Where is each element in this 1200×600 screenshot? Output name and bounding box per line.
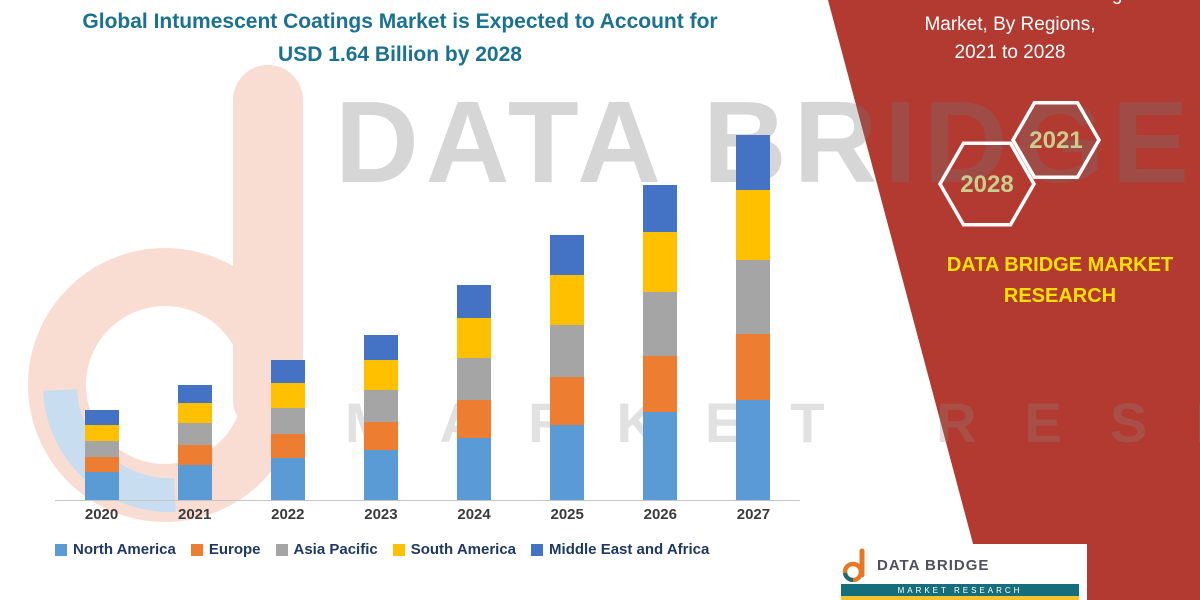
legend-swatch bbox=[190, 543, 203, 556]
bar-segment-north-america bbox=[363, 450, 398, 500]
bar-segment-middle-east-and-africa bbox=[84, 410, 119, 425]
panel-brand-line1: DATA BRIDGE MARKET bbox=[946, 254, 1174, 276]
hexagon-year-2021: 2021 bbox=[1029, 127, 1082, 154]
bar-segment-europe bbox=[550, 377, 585, 425]
bar-segment-europe bbox=[736, 334, 771, 400]
bar-segment-south-america bbox=[550, 275, 585, 325]
bar-segment-south-america bbox=[177, 403, 212, 423]
legend-swatch bbox=[392, 543, 405, 556]
legend-item-middle-east-and-africa: Middle East and Africa bbox=[531, 541, 709, 558]
bar-segment-europe bbox=[457, 400, 492, 438]
bar-2024 bbox=[457, 285, 492, 500]
footer-brand-sub: MARKET RESEARCH bbox=[841, 584, 1079, 600]
bar-segment-north-america bbox=[84, 472, 119, 500]
bar-segment-north-america bbox=[177, 465, 212, 500]
bar-segment-europe bbox=[363, 422, 398, 450]
panel-partial-line: Global Intumescent Coatings bbox=[850, 0, 1170, 6]
legend-label: Asia Pacific bbox=[293, 541, 378, 558]
chart-title: Global Intumescent Coatings Market is Ex… bbox=[70, 6, 730, 71]
bar-segment-middle-east-and-africa bbox=[550, 235, 585, 275]
bar-segment-asia-pacific bbox=[736, 260, 771, 334]
legend-item-europe: Europe bbox=[190, 541, 261, 558]
bar-segment-south-america bbox=[270, 383, 305, 408]
bar-segment-north-america bbox=[457, 438, 492, 500]
bar-segment-asia-pacific bbox=[270, 408, 305, 434]
footer-logo-block: DATA BRIDGE MARKET RESEARCH bbox=[833, 544, 1087, 600]
bar-segment-middle-east-and-africa bbox=[457, 285, 492, 318]
bar-segment-europe bbox=[84, 457, 119, 472]
bar-segment-middle-east-and-africa bbox=[177, 385, 212, 403]
bar-segment-asia-pacific bbox=[363, 390, 398, 422]
bar-segment-south-america bbox=[84, 425, 119, 441]
x-axis-label-2022: 2022 bbox=[271, 506, 305, 523]
bar-segment-middle-east-and-africa bbox=[270, 360, 305, 383]
bar-segment-north-america bbox=[270, 458, 305, 500]
bar-segment-asia-pacific bbox=[177, 423, 212, 445]
panel-subtitle-line1: Market, By Regions, bbox=[924, 14, 1096, 35]
legend-swatch bbox=[531, 543, 544, 556]
legend-swatch bbox=[55, 543, 67, 556]
bar-segment-south-america bbox=[457, 318, 492, 358]
bar-segment-north-america bbox=[643, 412, 678, 500]
legend-item-north-america: North America bbox=[55, 541, 176, 558]
bar-2023 bbox=[363, 335, 398, 500]
legend-label: North America bbox=[73, 541, 176, 558]
bar-segment-south-america bbox=[363, 360, 398, 390]
bar-chart bbox=[55, 95, 800, 501]
footer-brand-name: DATA BRIDGE bbox=[877, 556, 990, 574]
bar-segment-asia-pacific bbox=[84, 441, 119, 457]
panel-brand-line2: RESEARCH bbox=[1003, 285, 1117, 307]
chart-title-line2: USD 1.64 Billion by 2028 bbox=[278, 42, 522, 66]
bar-segment-south-america bbox=[736, 190, 771, 260]
chart-title-line1: Global Intumescent Coatings Market is Ex… bbox=[82, 10, 718, 33]
legend-label: Middle East and Africa bbox=[549, 541, 710, 558]
bar-2022 bbox=[270, 360, 305, 500]
bar-segment-europe bbox=[270, 434, 305, 458]
bar-2021 bbox=[177, 385, 212, 500]
bar-2026 bbox=[643, 185, 678, 500]
dbmr-logo-icon bbox=[842, 548, 865, 582]
x-axis-labels: 2020 2021 2022 2023 2024 2025 2026 2027 bbox=[55, 506, 800, 523]
bar-segment-europe bbox=[177, 445, 212, 465]
hexagon-year-2028: 2028 bbox=[960, 171, 1013, 198]
x-axis-label-2027: 2027 bbox=[736, 506, 771, 523]
x-axis-label-2023: 2023 bbox=[364, 506, 398, 523]
x-axis-label-2025: 2025 bbox=[550, 506, 584, 523]
x-axis-label-2024: 2024 bbox=[457, 506, 491, 523]
bar-segment-middle-east-and-africa bbox=[643, 185, 678, 232]
bar-segment-asia-pacific bbox=[457, 358, 492, 400]
bar-segment-middle-east-and-africa bbox=[363, 335, 398, 360]
bar-segment-south-america bbox=[643, 232, 678, 292]
bar-segment-north-america bbox=[736, 400, 771, 500]
bar-segment-europe bbox=[643, 356, 678, 412]
bar-segment-north-america bbox=[550, 425, 585, 500]
bar-segment-middle-east-and-africa bbox=[736, 135, 771, 190]
bar-segment-asia-pacific bbox=[643, 292, 678, 356]
x-axis-label-2020: 2020 bbox=[84, 506, 119, 523]
x-axis-label-2021: 2021 bbox=[178, 506, 212, 523]
bar-segment-asia-pacific bbox=[550, 325, 585, 377]
bar-2027 bbox=[736, 135, 771, 500]
legend-swatch bbox=[275, 543, 288, 556]
legend-label: South America bbox=[410, 541, 517, 558]
legend: North America Europe Asia Pacific South Ame… bbox=[55, 541, 835, 558]
bar-2020 bbox=[84, 410, 119, 500]
x-axis-label-2026: 2026 bbox=[643, 506, 677, 523]
panel-subtitle-line2: 2021 to 2028 bbox=[954, 42, 1066, 63]
bar-2025 bbox=[550, 235, 585, 500]
year-hexagons-icon: 2028 2021 bbox=[937, 101, 1102, 227]
legend-label: Europe bbox=[208, 541, 261, 558]
panel-brand: DATA BRIDGE MARKET RESEARCH bbox=[930, 250, 1190, 312]
legend-item-south-america: South America bbox=[392, 541, 517, 558]
legend-item-asia-pacific: Asia Pacific bbox=[275, 541, 378, 558]
